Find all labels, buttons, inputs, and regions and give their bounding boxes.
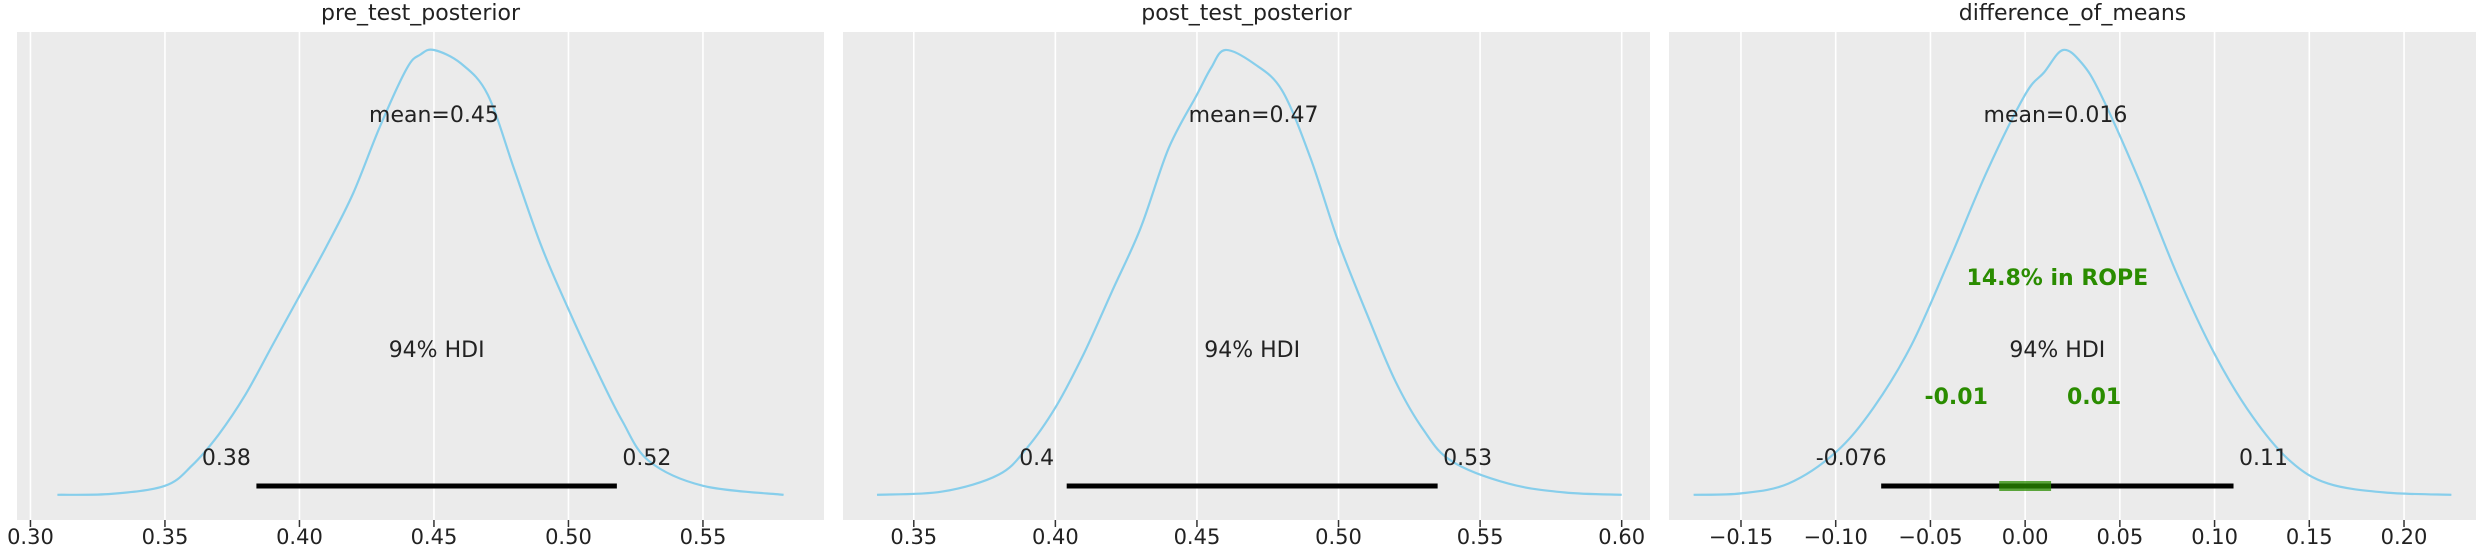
rope-interval-marker bbox=[1999, 481, 2052, 491]
plot-area-background bbox=[1669, 32, 2476, 520]
x-tick-label: 0.40 bbox=[276, 525, 323, 549]
mean-label: mean=0.016 bbox=[1984, 103, 2128, 128]
x-tick-label: 0.40 bbox=[1032, 525, 1079, 549]
x-tick-label: −0.15 bbox=[1709, 525, 1773, 549]
plot-area-background bbox=[843, 32, 1650, 520]
hdi-upper-label: 0.53 bbox=[1443, 446, 1492, 471]
x-tick-label: 0.45 bbox=[411, 525, 458, 549]
posterior-density-curve bbox=[876, 48, 1622, 496]
grid-lines bbox=[29, 32, 704, 520]
mean-label: mean=0.45 bbox=[369, 103, 499, 128]
x-tick-label: 0.05 bbox=[2096, 525, 2143, 549]
x-tick-label: 0.35 bbox=[890, 525, 937, 549]
x-tick-label: 0.35 bbox=[142, 525, 189, 549]
posterior-density-curve bbox=[1693, 48, 2452, 496]
x-tick-label: 0.60 bbox=[1598, 525, 1645, 549]
grid-lines bbox=[912, 32, 1623, 520]
hdi-upper-label: 0.11 bbox=[2239, 446, 2288, 471]
x-tick-label: 0.55 bbox=[1457, 525, 1504, 549]
hdi-lower-label: 0.38 bbox=[202, 446, 251, 471]
x-tick-label: 0.50 bbox=[545, 525, 592, 549]
x-tick-label: 0.30 bbox=[7, 525, 54, 549]
x-tick-label: 0.45 bbox=[1174, 525, 1221, 549]
hdi-label: 94% HDI bbox=[1204, 338, 1300, 363]
x-axis-ticks: −0.15 −0.10 −0.05 0.00 0.05 0.10 0.15 0.20 bbox=[1709, 520, 2428, 549]
hdi-label: 94% HDI bbox=[389, 338, 485, 363]
x-tick-label: 0.55 bbox=[680, 525, 727, 549]
hdi-upper-label: 0.52 bbox=[622, 446, 671, 471]
hdi-lower-label: -0.076 bbox=[1816, 446, 1887, 471]
rope-upper-label: 0.01 bbox=[2067, 385, 2121, 410]
posterior-density-curve bbox=[57, 48, 784, 496]
x-tick-label: −0.05 bbox=[1898, 525, 1962, 549]
x-tick-label: 0.15 bbox=[2286, 525, 2333, 549]
panel-title: difference_of_means bbox=[1959, 1, 2187, 26]
plot-area-background bbox=[17, 32, 824, 520]
rope-percentage-label: 14.8% in ROPE bbox=[1967, 266, 2149, 291]
panel-title: pre_test_posterior bbox=[321, 1, 521, 26]
grid-lines bbox=[1740, 32, 2405, 520]
x-axis-ticks: 0.30 0.35 0.40 0.45 0.50 0.55 bbox=[7, 520, 726, 549]
panel-post-test-posterior: post_test_posterior mean=0.47 94% HDI 0.… bbox=[843, 1, 1650, 549]
panel-difference-of-means: difference_of_means mean=0.016 14.8% in … bbox=[1669, 1, 2476, 549]
x-tick-label: 0.50 bbox=[1315, 525, 1362, 549]
x-tick-label: −0.10 bbox=[1804, 525, 1868, 549]
x-tick-label: 0.10 bbox=[2191, 525, 2238, 549]
x-tick-label: 0.00 bbox=[2002, 525, 2049, 549]
x-tick-label: 0.20 bbox=[2381, 525, 2428, 549]
panel-pre-test-posterior: pre_test_posterior mean=0.45 94% HDI 0.3… bbox=[7, 1, 824, 549]
panel-title: post_test_posterior bbox=[1141, 1, 1352, 26]
hdi-lower-label: 0.4 bbox=[1019, 446, 1054, 471]
rope-lower-label: -0.01 bbox=[1924, 385, 1987, 410]
x-axis-ticks: 0.35 0.40 0.45 0.50 0.55 0.60 bbox=[890, 520, 1645, 549]
hdi-label: 94% HDI bbox=[2009, 338, 2105, 363]
mean-label: mean=0.47 bbox=[1189, 103, 1319, 128]
